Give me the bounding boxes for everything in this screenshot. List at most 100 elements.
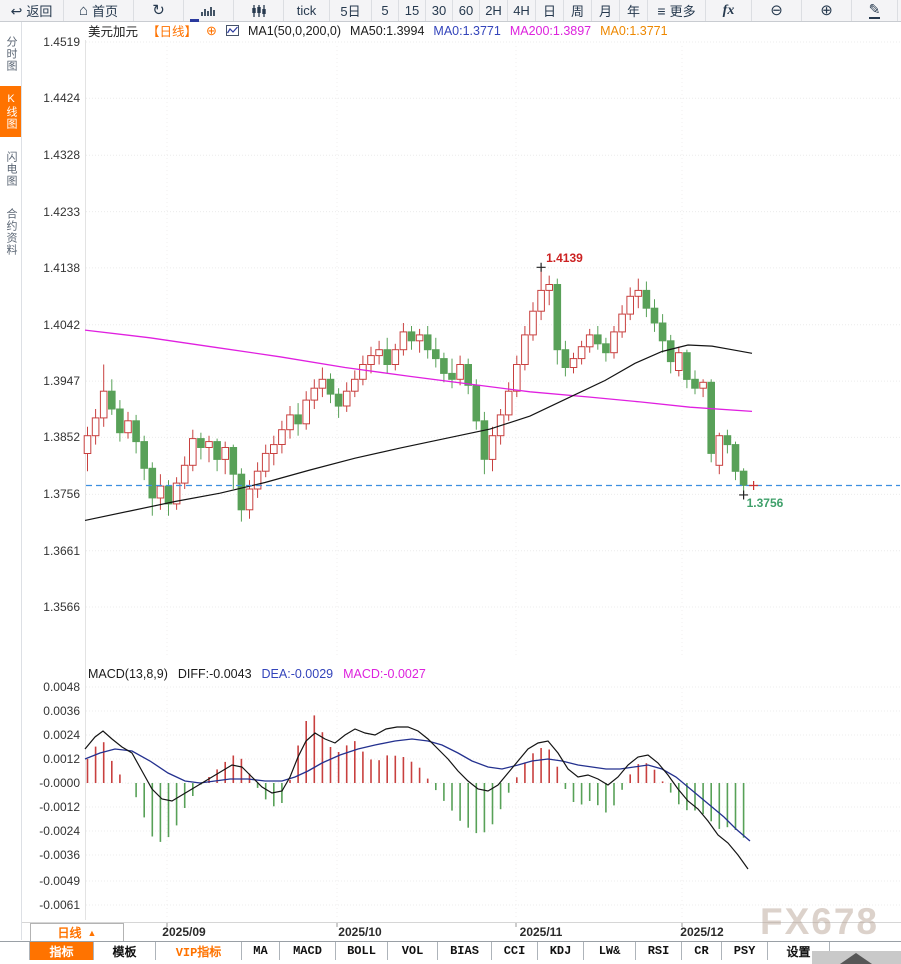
toolbar-label: 返回	[26, 4, 53, 19]
toolbar-back-button[interactable]: ↩ 返回	[0, 0, 64, 21]
price-axis-label: 1.4138	[43, 260, 80, 275]
sidebar-tab-kline-chart[interactable]: K线图	[0, 86, 21, 137]
time-axis-label: 2025/10	[338, 925, 382, 939]
toolbar-period-month-button[interactable]: 月	[592, 0, 620, 21]
price-axis-label: 1.3566	[43, 600, 80, 614]
macd-diff-value: DIFF:-0.0043	[177, 667, 252, 681]
toolbar-label: 月	[598, 4, 612, 19]
ma-settings-label: MA1(50,0,200,0)	[247, 23, 342, 38]
bottom-tab-rsi[interactable]: RSI	[636, 942, 682, 960]
toolbar-bar-chart-button[interactable]	[184, 0, 234, 21]
toolbar-candlestick-button[interactable]	[234, 0, 284, 21]
high-price-annotation: 1.4139	[546, 251, 583, 266]
bottom-tab-psy[interactable]: PSY	[722, 942, 768, 960]
chart-type-icon[interactable]	[225, 25, 239, 36]
tab-bar-spacer	[0, 942, 30, 960]
toolbar-label: 5日	[340, 4, 361, 19]
toolbar-home-button[interactable]: ⌂ 首页	[64, 0, 134, 21]
chart-header: 美元加元 【日线】 ⊕ MA1(50,0,200,0) MA50:1.3994 …	[88, 22, 668, 40]
toolbar-label: 年	[626, 4, 640, 19]
bottom-tab-boll[interactable]: BOLL	[336, 942, 388, 960]
bottom-tab-cci[interactable]: CCI	[492, 942, 538, 960]
sidebar-tab-contract-info[interactable]: 合约资料	[5, 208, 17, 256]
time-axis: 2025/09 2025/10 2025/11 2025/12	[22, 922, 901, 941]
bottom-tab-ma[interactable]: MA	[242, 942, 280, 960]
toolbar-label: tick	[296, 3, 317, 18]
toolbar-more-button[interactable]: ≡ 更多	[648, 0, 706, 21]
toolbar-period-30m-button[interactable]: 30	[426, 0, 453, 21]
add-indicator-icon[interactable]: ⊕	[206, 22, 217, 38]
bottom-tab-vol[interactable]: VOL	[388, 942, 438, 960]
macd-axis-label: -0.0012	[39, 800, 80, 814]
bottom-tab-bias[interactable]: BIAS	[438, 942, 492, 960]
toolbar-period-day-button[interactable]: 日	[536, 0, 564, 21]
macd-axis-label: 0.0012	[43, 752, 80, 766]
macd-axis-label: 0.0024	[43, 728, 80, 742]
toolbar-period-5m-button[interactable]: 5	[372, 0, 399, 21]
toolbar-fx-indicator-button[interactable]: fx	[706, 0, 752, 21]
toolbar-label: 15	[404, 3, 420, 18]
bottom-tab-vip-indicator[interactable]: VIP指标	[156, 942, 242, 960]
time-axis-label: 2025/12	[680, 925, 724, 939]
time-axis-label: 2025/11	[519, 925, 563, 939]
ma0-blue-value: MA0:1.3771	[433, 23, 501, 38]
toolbar-label: 周	[570, 4, 584, 19]
period-selector-dropdown[interactable]: 日线 ▲	[30, 923, 124, 942]
price-axis-label: 1.4233	[43, 204, 80, 219]
top-toolbar: ↩ 返回 ⌂ 首页 ↻ tick 5日 5 15 30 60 2H 4H 日周月年 ≡ 更多 fx ⊖ ⊕ ✎	[0, 0, 901, 22]
toolbar-period-2h-button[interactable]: 2H	[480, 0, 508, 21]
macd-axis-label: -0.0024	[39, 824, 80, 838]
bottom-tab-cr[interactable]: CR	[682, 942, 722, 960]
bottom-tab-indicator[interactable]: 指标	[30, 942, 94, 960]
toolbar-period-year-button[interactable]: 年	[620, 0, 648, 21]
toolbar-label: 60	[458, 3, 474, 18]
macd-axis-label: -0.0049	[39, 874, 80, 888]
toolbar-period-4h-button[interactable]: 4H	[508, 0, 536, 21]
dropdown-arrow-icon: ▲	[87, 927, 97, 938]
macd-dea-value: DEA:-0.0029	[261, 667, 334, 681]
indicator-tab-bar: 指标 模板 VIP指标 MA MACD BOLL VOL BIAS CCI KDJ LW& RSI CR…	[0, 941, 901, 960]
price-axis-label: 1.3661	[43, 543, 80, 558]
toolbar-zoom-out-button[interactable]: ⊖	[752, 0, 802, 21]
toolbar-period-15m-button[interactable]: 15	[399, 0, 426, 21]
toolbar-refresh-button[interactable]: ↻	[134, 0, 184, 21]
price-axis-label: 1.3756	[43, 487, 80, 502]
macd-title: MACD(13,8,9)	[88, 667, 168, 681]
sidebar-tab-lightning-chart[interactable]: 闪电图	[5, 151, 17, 187]
toolbar-label: 2H	[485, 3, 502, 18]
price-axis-label: 1.4424	[43, 91, 80, 106]
bottom-tab-macd[interactable]: MACD	[280, 942, 336, 960]
ma50-value: MA50:1.3994	[350, 23, 425, 38]
bottom-tab-lw[interactable]: LW&	[584, 942, 636, 960]
ma200-value: MA200:1.3897	[509, 23, 592, 38]
toolbar-period-5d-button[interactable]: 5日	[330, 0, 372, 21]
toolbar-label: 日	[542, 4, 556, 19]
toolbar-period-60m-button[interactable]: 60	[453, 0, 480, 21]
current-price-annotation: 1.3756	[746, 495, 784, 510]
macd-macd-value: MACD:-0.0027	[343, 667, 426, 681]
sidebar-tab-time-chart[interactable]: 分时图	[5, 36, 17, 72]
toolbar-zoom-in-button[interactable]: ⊕	[802, 0, 852, 21]
active-chart-type-indicator	[190, 19, 199, 22]
time-axis-label: 2025/09	[162, 925, 206, 939]
macd-axis-label: -0.0000	[39, 776, 80, 790]
toolbar-label: 5	[381, 3, 389, 18]
price-axis-label: 1.4042	[43, 317, 80, 332]
bottom-panel-bar	[812, 951, 901, 964]
macd-axis-label: -0.0061	[39, 898, 80, 912]
bottom-tab-template[interactable]: 模板	[94, 942, 156, 960]
toolbar-label: 首页	[92, 4, 119, 19]
toolbar-draw-button[interactable]: ✎	[852, 0, 898, 21]
symbol-name: 美元加元	[88, 25, 139, 39]
toolbar-label: 更多	[669, 4, 696, 19]
toolbar-tick-button[interactable]: tick	[284, 0, 330, 21]
chart-type-sidebar: 分时图 K线图闪电图合约资料	[0, 22, 22, 940]
toolbar-period-week-button[interactable]: 周	[564, 0, 592, 21]
bottom-tab-kdj[interactable]: KDJ	[538, 942, 584, 960]
price-axis-label: 1.3852	[43, 430, 80, 445]
expand-panel-arrow-icon[interactable]	[840, 953, 872, 964]
period-selector-label: 日线	[57, 926, 82, 940]
macd-axis-label: -0.0036	[39, 848, 80, 862]
